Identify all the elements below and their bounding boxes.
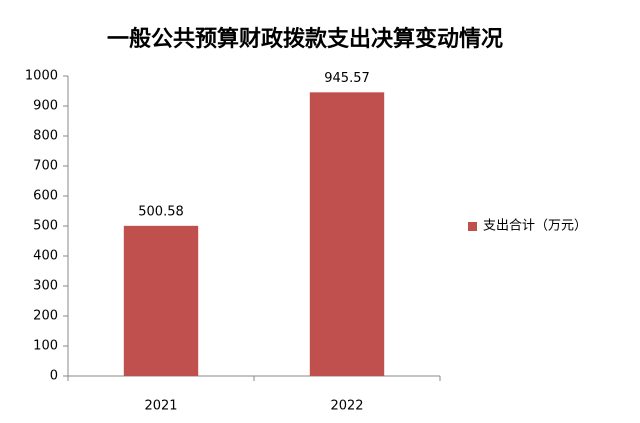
chart-title: 一般公共预算财政拨款支出决算变动情况 [107, 26, 503, 52]
legend-label: 支出合计（万元） [483, 219, 587, 234]
y-tick-label: 0 [50, 369, 58, 384]
y-tick-label: 800 [33, 129, 58, 144]
y-tick-label: 500 [33, 219, 58, 234]
x-tick-label: 2021 [144, 399, 177, 414]
y-tick-label: 900 [33, 99, 58, 114]
y-tick-label: 700 [33, 159, 58, 174]
y-tick-label: 200 [33, 309, 58, 324]
data-label: 945.57 [324, 71, 370, 86]
legend-swatch [468, 222, 477, 231]
y-tick-label: 600 [33, 189, 58, 204]
y-tick-label: 300 [33, 279, 58, 294]
y-tick-label: 400 [33, 249, 58, 264]
y-tick-label: 1000 [25, 69, 58, 84]
x-tick-label: 2022 [330, 399, 363, 414]
data-label: 500.58 [138, 204, 184, 219]
bar [309, 92, 385, 376]
bar [123, 225, 199, 376]
y-tick-label: 100 [33, 339, 58, 354]
